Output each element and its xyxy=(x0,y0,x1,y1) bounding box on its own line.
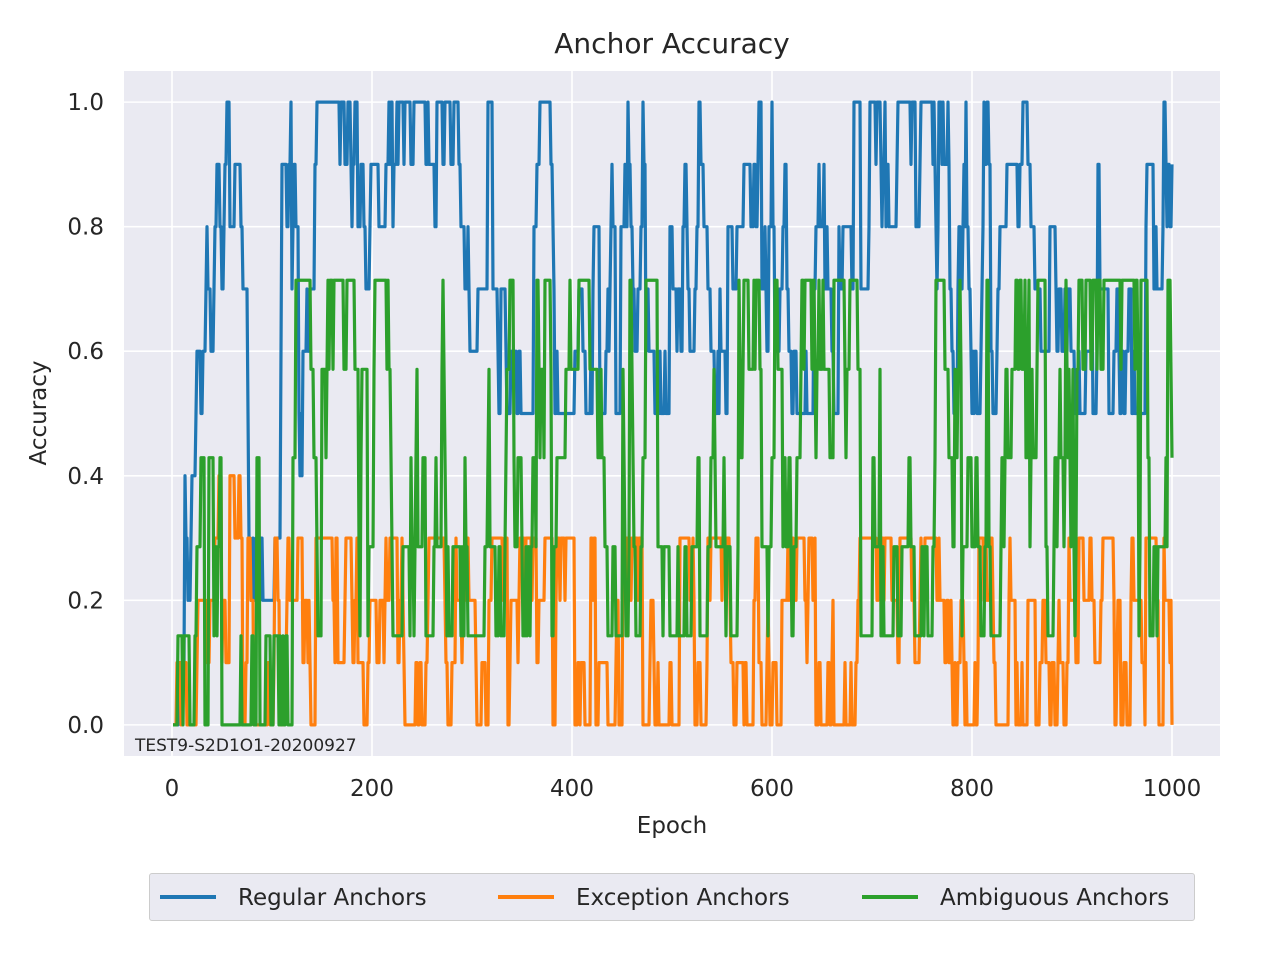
legend-label-regular: Regular Anchors xyxy=(238,885,427,911)
y-tick-label: 0.2 xyxy=(67,588,104,614)
x-tick-label: 1000 xyxy=(1143,776,1202,802)
series-line-ambiguous-anchors xyxy=(172,278,1174,727)
run-annotation: TEST9-S2D1O1-20200927 xyxy=(134,736,357,756)
series-line-exception-anchors xyxy=(172,474,1174,727)
x-tick-label: 0 xyxy=(165,776,180,802)
chart-title: Anchor Accuracy xyxy=(554,27,789,60)
x-tick-label: 600 xyxy=(750,776,794,802)
legend-svg: Regular Anchors Exception Anchors Ambigu… xyxy=(160,885,1169,911)
legend-label-ambiguous: Ambiguous Anchors xyxy=(940,885,1169,911)
y-tick-label: 0.6 xyxy=(67,339,104,365)
x-tick-label: 800 xyxy=(950,776,994,802)
series-layer xyxy=(172,100,1174,727)
y-tick-label: 1.0 xyxy=(67,90,104,116)
y-tick-label: 0.8 xyxy=(67,215,104,241)
x-axis-label: Epoch xyxy=(637,813,707,839)
y-axis-label: Accuracy xyxy=(26,360,52,465)
x-tick-label: 400 xyxy=(550,776,594,802)
y-tick-label: 0.4 xyxy=(67,464,104,490)
x-tick-label: 200 xyxy=(350,776,394,802)
y-tick-label: 0.0 xyxy=(67,713,104,739)
y-tick-labels: 0.0 0.2 0.4 0.6 0.8 1.0 xyxy=(67,90,104,739)
legend: Regular Anchors Exception Anchors Ambigu… xyxy=(149,873,1195,921)
x-tick-labels: 0 200 400 600 800 1000 xyxy=(165,776,1202,802)
series-line-regular-anchors xyxy=(172,100,1174,727)
legend-label-exception: Exception Anchors xyxy=(576,885,790,911)
